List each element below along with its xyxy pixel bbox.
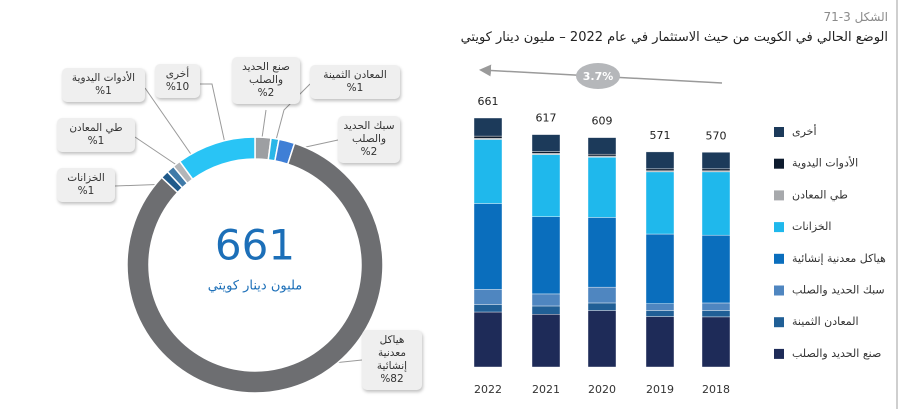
callout-name: هياكل معدنية إنشائية: [376, 334, 408, 372]
bar-segment: [701, 171, 731, 236]
legend-swatch: [774, 317, 784, 328]
bar-segment: [531, 134, 561, 152]
callout-value: %1: [87, 135, 105, 147]
bar-segment: [473, 139, 503, 204]
callout-value: %1: [346, 82, 364, 94]
bar-segment: [531, 314, 561, 368]
bar-segment: [645, 151, 675, 170]
callout: المعادن الثمينة %1: [310, 65, 400, 99]
bar-segment: [701, 168, 731, 171]
legend-swatch: [774, 158, 784, 169]
bar-segment: [531, 154, 561, 217]
callout: هياكل معدنية إنشائية %82: [362, 330, 422, 390]
total-label: 571: [650, 129, 671, 142]
total-label: 570: [706, 129, 727, 142]
legend-label: أخرى: [792, 124, 817, 138]
bar-segment: [473, 311, 503, 368]
bar-segment: [473, 289, 503, 305]
x-tick-label: 2019: [646, 383, 674, 396]
bar-segment: [701, 152, 731, 170]
callout-name: صنع الحديد والصلب: [242, 61, 290, 86]
bar-segment: [473, 203, 503, 290]
callout-value: %10: [165, 81, 190, 93]
bar-segment: [645, 168, 675, 171]
bar-segment: [701, 316, 731, 368]
bar-segment: [701, 310, 731, 318]
bar-segment: [587, 302, 617, 311]
legend-label: المعادن الثمينة: [792, 315, 859, 328]
bar-segment: [587, 153, 617, 157]
callout: الأدوات اليدوية %1: [62, 68, 145, 102]
bar-segment: [587, 137, 617, 155]
callout-name: المعادن الثمينة: [323, 69, 387, 81]
bar-segment: [701, 234, 731, 304]
total-label: 617: [536, 112, 557, 125]
donut-total: 661: [215, 221, 295, 270]
legend-swatch: [774, 127, 784, 137]
legend-swatch: [774, 348, 784, 359]
x-tick-label: 2021: [532, 383, 560, 396]
bar-segment: [531, 151, 561, 154]
donut-total-label: مليون دينار كويتي: [208, 279, 303, 294]
total-label: 609: [592, 115, 613, 128]
callout-name: الخزانات: [67, 172, 105, 184]
callout-name: الأدوات اليدوية: [71, 72, 136, 84]
callout: الخزانات %1: [57, 168, 115, 202]
callout-value: %2: [360, 146, 378, 158]
bar-segment: [645, 316, 675, 368]
bar-segment: [587, 310, 617, 368]
legend-swatch: [774, 222, 784, 233]
bar-segment: [701, 302, 731, 311]
bar-segment: [645, 310, 675, 317]
bar-segment: [587, 156, 617, 218]
bar-segment: [587, 217, 617, 288]
legend-label: طي المعادن: [792, 188, 848, 201]
bar-segment: [473, 117, 503, 137]
legend-swatch: [774, 190, 784, 201]
callout-value: %1: [77, 185, 95, 197]
bar-segment: [645, 233, 675, 304]
x-tick-label: 2022: [474, 383, 502, 396]
callout: أخرى %10: [155, 64, 200, 98]
legend-label: الخزانات: [792, 220, 831, 233]
callout-value: %2: [257, 87, 275, 99]
growth-badge: [576, 63, 620, 89]
callout-name: سبك الحديد والصلب: [343, 120, 395, 145]
growth-label: 3.7%: [583, 70, 614, 83]
callout: طي المعادن %1: [57, 118, 135, 152]
total-label: 661: [478, 95, 499, 108]
bar-segment: [645, 171, 675, 235]
callout: سبك الحديد والصلب %2: [338, 116, 400, 163]
callout-name: طي المعادن: [69, 122, 123, 134]
callout-value: %82: [380, 373, 404, 385]
donut-slice: [178, 136, 256, 181]
legend-label: هياكل معدنية إنشائية: [792, 252, 886, 265]
x-tick-label: 2018: [702, 383, 730, 396]
legend-swatch: [774, 285, 784, 296]
x-tick-label: 2020: [588, 383, 616, 396]
figure-label: الشكل 3-71: [823, 10, 889, 24]
callout-value: %1: [95, 85, 112, 97]
bar-segment: [645, 303, 675, 311]
bar-segment: [587, 286, 617, 304]
legend-label: الأدوات اليدوية: [792, 156, 858, 170]
legend-swatch: [774, 253, 784, 264]
bar-segment: [473, 135, 503, 139]
callout-name: أخرى: [165, 68, 190, 80]
chart-title: الوضع الحالي في الكويت من حيث الاستثمار …: [460, 30, 888, 45]
bar-segment: [531, 216, 561, 295]
donut-slice: [126, 142, 384, 394]
callout: صنع الحديد والصلب %2: [232, 57, 300, 104]
bar-segment: [531, 305, 561, 315]
bar-segment: [473, 304, 503, 313]
legend-label: صنع الحديد والصلب: [792, 347, 881, 360]
legend-label: سبك الحديد والصلب: [792, 284, 885, 297]
bar-segment: [531, 293, 561, 307]
